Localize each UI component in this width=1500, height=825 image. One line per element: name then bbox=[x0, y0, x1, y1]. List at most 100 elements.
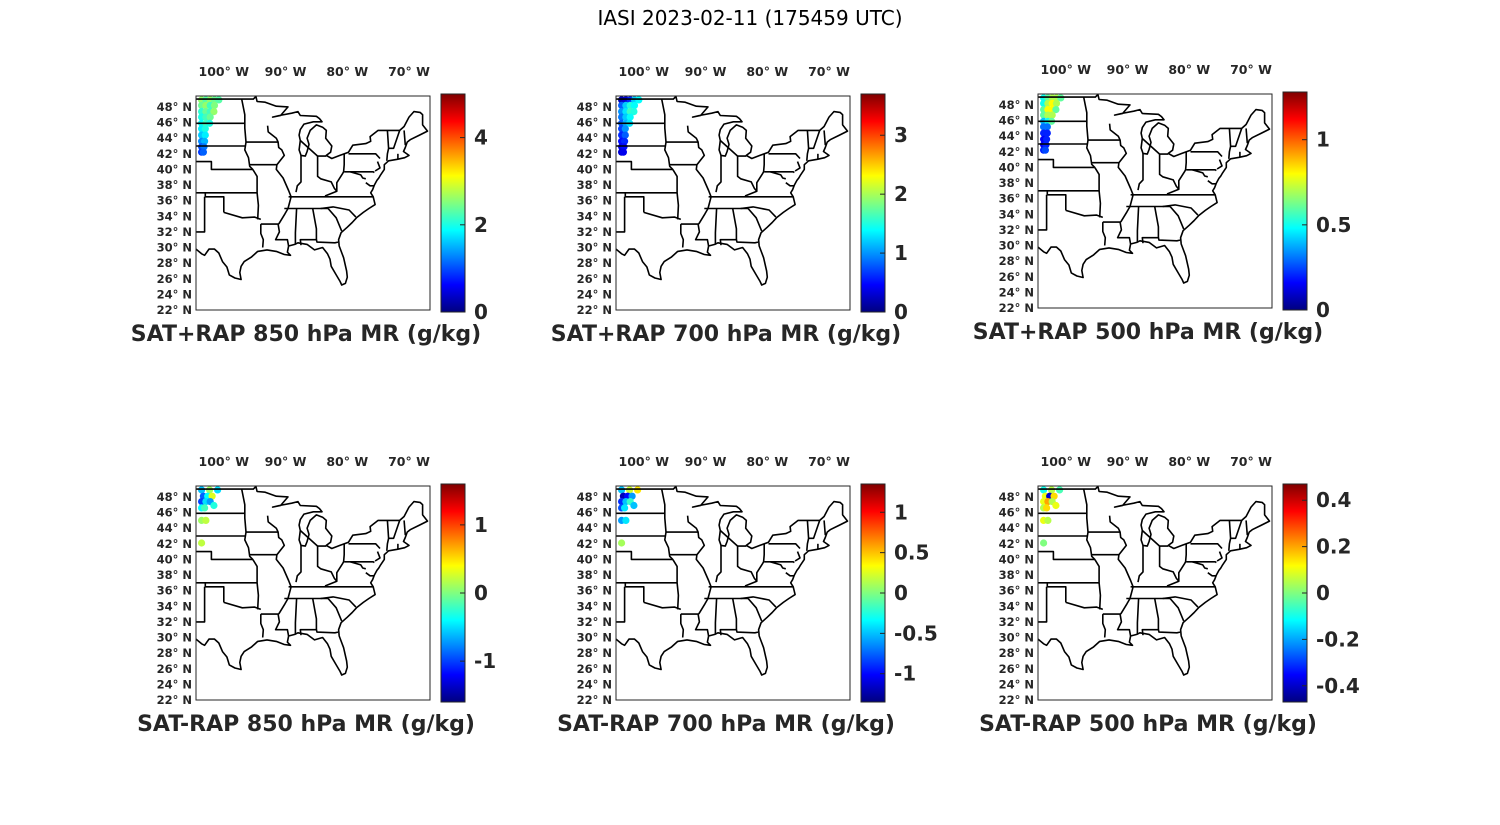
state-border bbox=[196, 586, 206, 623]
state-border bbox=[768, 543, 801, 550]
lon-tick-label: 70° W bbox=[388, 64, 430, 79]
coastline-border bbox=[196, 486, 429, 676]
colorbar bbox=[860, 93, 886, 313]
state-border bbox=[770, 561, 786, 570]
panel-title: SAT+RAP 850 hPa MR (g/kg) bbox=[131, 322, 481, 347]
retrieval-point bbox=[618, 539, 626, 547]
state-border bbox=[714, 208, 718, 245]
lat-tick-label: 30° N bbox=[999, 239, 1034, 253]
state-border bbox=[386, 520, 390, 551]
state-border bbox=[740, 596, 777, 608]
map-svg: 100° W 90° W 80° W 70° W 48° N 46° N44° N 42° … bbox=[973, 62, 1352, 345]
retrieval-point bbox=[208, 492, 216, 500]
state-border bbox=[266, 125, 292, 225]
state-border bbox=[374, 161, 381, 172]
lat-tick-label: 44° N bbox=[157, 521, 192, 535]
state-border bbox=[299, 529, 327, 547]
state-border bbox=[686, 125, 712, 225]
map-frame bbox=[615, 95, 851, 311]
colorbar-tick-label: 0 bbox=[894, 581, 908, 605]
state-border bbox=[794, 161, 801, 172]
state-border bbox=[1108, 123, 1134, 223]
retrieval-point bbox=[210, 101, 219, 109]
colorbar-tick-label: -1 bbox=[894, 662, 916, 686]
state-border bbox=[1046, 582, 1067, 603]
retrieval-point bbox=[630, 101, 639, 109]
state-border bbox=[299, 208, 318, 246]
state-border bbox=[1082, 488, 1096, 560]
state-border bbox=[672, 168, 680, 220]
retrieval-point bbox=[1040, 539, 1048, 547]
state-border bbox=[714, 598, 718, 635]
state-border bbox=[1158, 154, 1180, 195]
lat-tick-label: 28° N bbox=[577, 256, 612, 270]
lat-tick-label: 40° N bbox=[999, 160, 1034, 174]
lon-tick-label: 80° W bbox=[1168, 62, 1210, 77]
lon-tick-label: 80° W bbox=[326, 64, 368, 79]
state-border bbox=[764, 561, 795, 564]
state-border bbox=[295, 545, 302, 583]
state-border bbox=[1192, 169, 1208, 178]
lat-tick-label: 30° N bbox=[157, 631, 192, 645]
state-border bbox=[1141, 137, 1169, 155]
retrieval-point bbox=[201, 131, 209, 139]
lat-tick-label: 36° N bbox=[999, 192, 1034, 206]
map-svg: 100° W 90° W 80° W 70° W 48° N 46° N44° N 42° … bbox=[137, 454, 496, 737]
panel-title: SAT-RAP 500 hPa MR (g/kg) bbox=[979, 712, 1317, 737]
state-border bbox=[196, 196, 206, 233]
lat-tick-label: 26° N bbox=[577, 662, 612, 676]
retrieval-point bbox=[1052, 501, 1060, 510]
state-border bbox=[736, 156, 758, 197]
lat-tick-label: 28° N bbox=[157, 646, 192, 660]
lat-tick-label: 34° N bbox=[999, 599, 1034, 613]
lat-tick-label: 46° N bbox=[999, 114, 1034, 128]
lat-tick-label: 24° N bbox=[157, 287, 192, 301]
retrieval-point bbox=[622, 516, 630, 524]
retrieval-point bbox=[201, 504, 209, 512]
lat-tick-label: 48° N bbox=[999, 98, 1034, 112]
state-border bbox=[756, 543, 765, 582]
state-border bbox=[1190, 151, 1223, 158]
retrieval-point bbox=[1042, 141, 1050, 149]
state-border bbox=[680, 223, 710, 247]
state-border bbox=[344, 171, 375, 174]
panel-title: SAT+RAP 700 hPa MR (g/kg) bbox=[551, 322, 901, 347]
lat-tick-label: 36° N bbox=[157, 194, 192, 208]
retrieval-point bbox=[619, 148, 627, 156]
colorbar-tick-label: -0.2 bbox=[1316, 627, 1360, 651]
state-border bbox=[1141, 206, 1160, 244]
lat-tick-label: 22° N bbox=[577, 303, 612, 317]
state-border bbox=[806, 130, 810, 161]
panel-title: SAT-RAP 700 hPa MR (g/kg) bbox=[557, 712, 895, 737]
state-border bbox=[223, 211, 262, 221]
colorbar-tick-label: -0.4 bbox=[1316, 674, 1360, 698]
state-border bbox=[1228, 128, 1232, 159]
state-border bbox=[735, 239, 759, 244]
retrieval-point bbox=[626, 113, 634, 121]
state-border bbox=[680, 614, 685, 638]
lat-tick-label: 26° N bbox=[157, 272, 192, 286]
state-border bbox=[1228, 520, 1232, 551]
map-svg: 100° W 90° W 80° W 70° W 48° N 46° N44° N 42° … bbox=[551, 64, 908, 347]
lat-tick-label: 26° N bbox=[999, 270, 1034, 284]
lat-tick-label: 48° N bbox=[157, 100, 192, 114]
lat-tick-label: 36° N bbox=[577, 584, 612, 598]
colorbar-tick-label: 0.5 bbox=[1316, 213, 1351, 237]
map-panel-sat-minus-rap-850: 100° W 90° W 80° W 70° W 48° N 46° N 44° N 42° … bbox=[120, 450, 540, 750]
state-border bbox=[808, 520, 821, 540]
lat-tick-label: 44° N bbox=[157, 131, 192, 145]
colorbar-tick-label: 1 bbox=[894, 500, 908, 524]
state-border bbox=[1186, 169, 1217, 172]
state-border bbox=[350, 171, 366, 180]
state-border bbox=[348, 153, 381, 160]
lat-tick-label: 22° N bbox=[577, 693, 612, 707]
lon-tick-label: 100° W bbox=[619, 454, 670, 469]
lat-tick-label: 46° N bbox=[157, 116, 192, 130]
state-border bbox=[1169, 597, 1185, 622]
state-border bbox=[1192, 561, 1208, 570]
state-border bbox=[686, 515, 712, 615]
lat-tick-label: 38° N bbox=[577, 178, 612, 192]
state-border bbox=[1158, 546, 1180, 587]
state-border bbox=[1038, 158, 1095, 169]
coastline-border bbox=[616, 486, 849, 676]
